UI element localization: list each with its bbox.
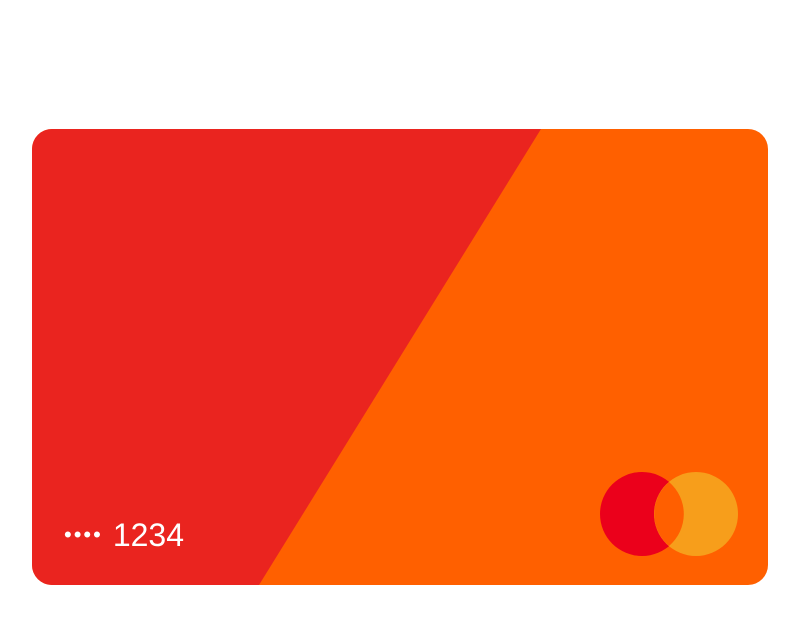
mastercard-icon: [600, 472, 738, 556]
card-last-four: 1234: [112, 517, 184, 553]
card-background: [32, 129, 768, 585]
payment-card[interactable]: •••• 1234: [32, 129, 768, 585]
card-number: •••• 1234: [64, 519, 184, 551]
card-left-panel: [32, 129, 541, 585]
mastercard-overlap: [654, 482, 684, 546]
masked-card-digits: ••••: [64, 522, 103, 547]
